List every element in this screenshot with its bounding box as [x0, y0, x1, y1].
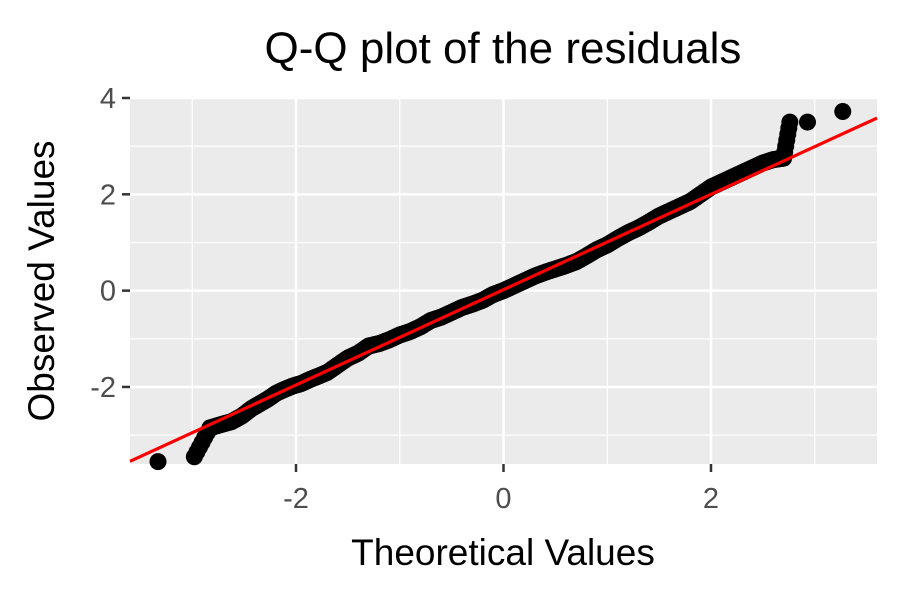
y-axis-label: Observed Values: [21, 140, 62, 421]
x-axis-ticks: -2 0 2: [283, 464, 719, 515]
x-tick-label: -2: [283, 483, 309, 515]
y-tick-label: -2: [90, 372, 116, 404]
data-point: [798, 113, 816, 131]
chart-title: Q-Q plot of the residuals: [265, 24, 742, 73]
data-point: [834, 102, 852, 120]
x-tick-label: 0: [495, 483, 511, 515]
y-tick-label: 4: [100, 83, 116, 115]
y-axis-ticks: -2 0 2 4: [90, 83, 130, 404]
y-tick-label: 2: [100, 179, 116, 211]
major-gridlines: [130, 96, 877, 464]
data-point: [780, 119, 798, 137]
reference-line: [129, 116, 878, 463]
x-axis-label: Theoretical Values: [351, 532, 655, 573]
y-tick-label: 0: [100, 276, 116, 308]
data-point: [149, 453, 167, 471]
x-tick-label: 2: [703, 483, 719, 515]
